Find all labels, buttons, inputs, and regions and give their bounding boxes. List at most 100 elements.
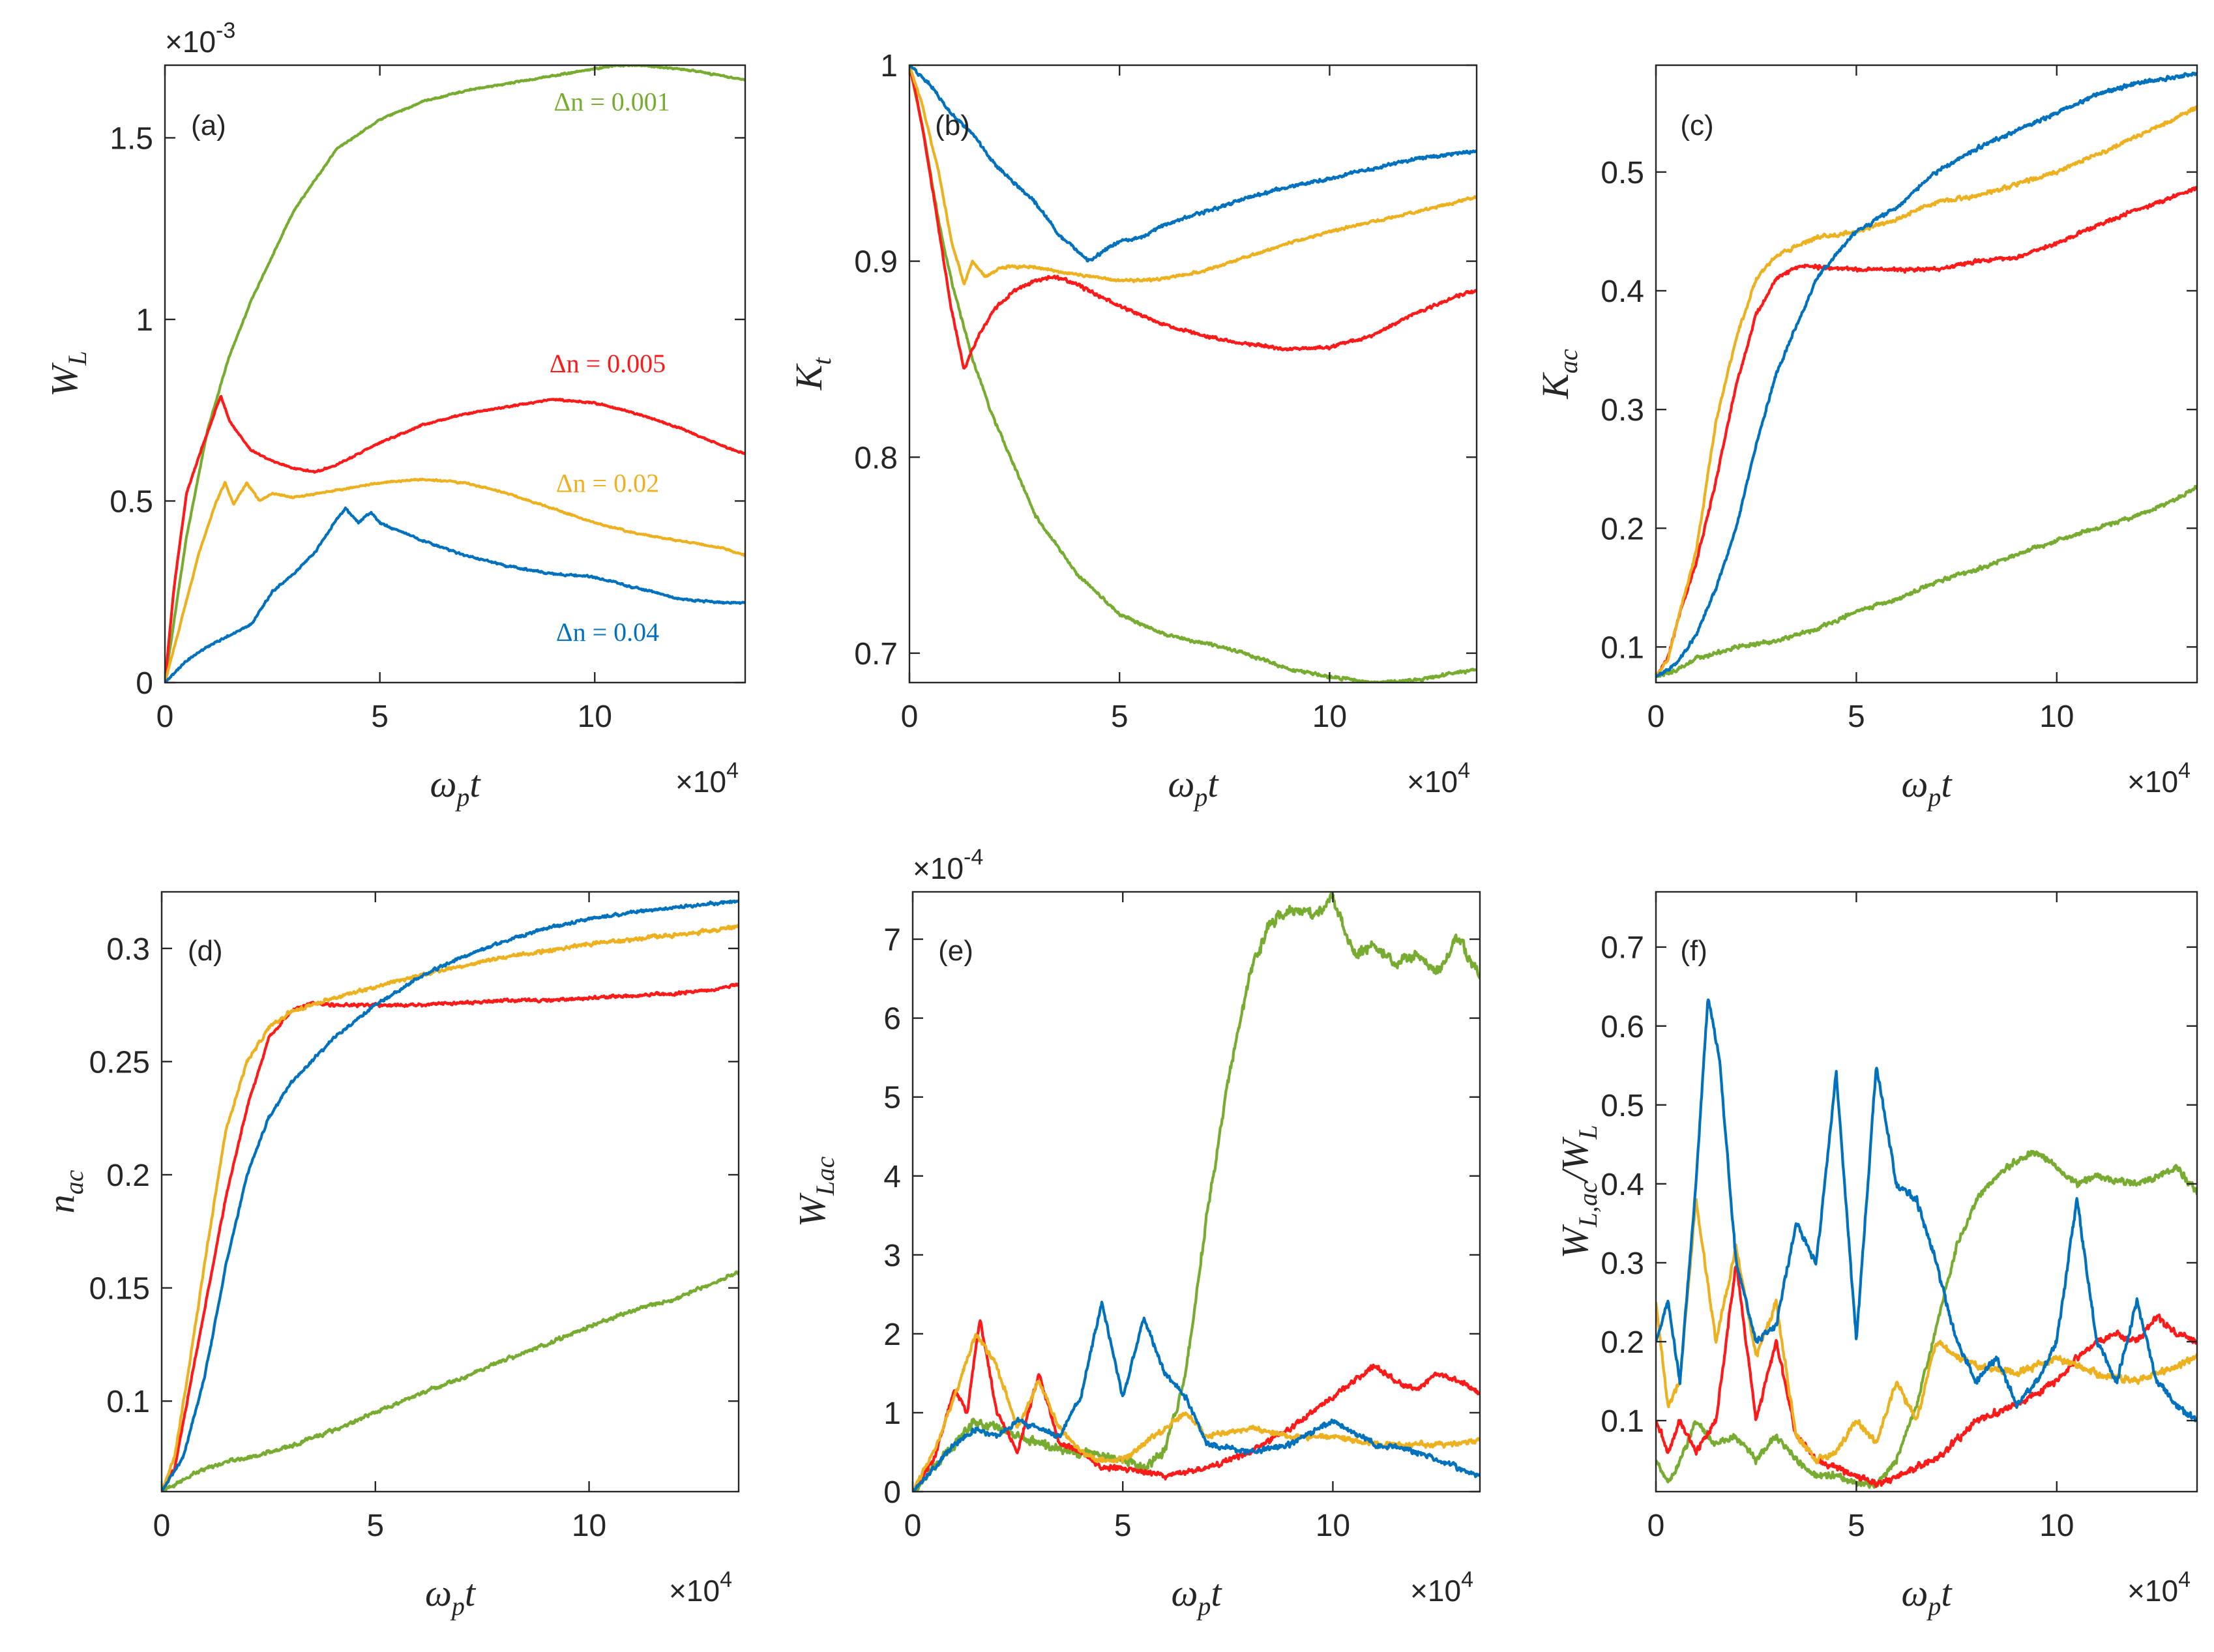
x-exponent-base: ×10 [2127, 1574, 2178, 1608]
y-axis-label: WL,ac/WL [1554, 1125, 1602, 1258]
series-line-a-yellow [165, 477, 745, 683]
panel-label: (e) [938, 935, 973, 967]
y-axis-label: Kt [788, 357, 836, 391]
x-tick-label: 10 [572, 1509, 606, 1543]
panel-c: 0 5 10 0.1 0.2 0.3 0.4 0.5 (c) ωpt ×104 Kac [1534, 64, 2198, 812]
series-line-e-red [913, 1319, 1480, 1492]
y-axis-label: WLac [791, 1157, 840, 1228]
axes-box-a [164, 64, 746, 684]
y-tick-label: 0.4 [1601, 274, 1644, 309]
y-tick-label: 0.4 [1601, 1168, 1644, 1202]
x-exponent-base: ×10 [1410, 1574, 1461, 1608]
x-tick-label: 0 [901, 700, 919, 734]
y-tick-label: 0.2 [106, 1158, 150, 1193]
y-tick-label: 0.5 [1601, 156, 1644, 190]
series-line-d-green [162, 1270, 739, 1492]
panel-label: (f) [1680, 935, 1707, 967]
x-exponent-base: ×10 [669, 1574, 720, 1608]
panel-label: (c) [1680, 110, 1713, 141]
x-tick-label: 10 [1316, 1509, 1350, 1543]
y-tick-label: 0.15 [89, 1272, 150, 1306]
y-label-sub: ac [1554, 349, 1583, 374]
series-line-d-blue [162, 899, 739, 1492]
annotation-blue: Δn = 0.04 [556, 617, 659, 647]
y-exponent-base: ×10 [913, 851, 964, 885]
series-line-d-red [162, 982, 739, 1492]
y-label-tail: /W [1554, 1136, 1596, 1183]
y-label-tail-sub: L [1573, 1125, 1602, 1140]
y-label-sub: L [63, 351, 92, 366]
series-line-d-yellow [162, 924, 739, 1492]
panel-label: (a) [191, 110, 226, 141]
axes-box-d [160, 891, 740, 1493]
y-tick-label: 1.5 [110, 121, 153, 156]
y-tick-label: 2 [883, 1318, 901, 1352]
series-line-b-yellow [909, 65, 1477, 286]
series-group-b [909, 65, 1477, 683]
x-exponent: ×104 [2127, 1567, 2191, 1608]
x-tick-label: 0 [1647, 1509, 1665, 1543]
x-exponent-power: 4 [2178, 1567, 2191, 1592]
x-label-omega: ω [430, 763, 456, 805]
series-group-d [162, 899, 739, 1492]
x-tick-label: 5 [1848, 700, 1865, 734]
x-label-omega: ω [1901, 1572, 1928, 1614]
y-tick-label: 1 [136, 303, 153, 338]
y-exponent-power: -3 [216, 18, 235, 43]
x-axis-label: ωpt [430, 763, 481, 812]
y-tick-label: 0.1 [1601, 1404, 1644, 1439]
y-tick-label: 0.1 [1601, 630, 1644, 665]
y-label-main: W [791, 1192, 833, 1227]
series-line-b-green [909, 65, 1477, 683]
y-exponent: ×10-3 [165, 18, 235, 59]
x-exponent-power: 4 [1461, 1567, 1473, 1592]
series-line-f-green [1656, 1149, 2197, 1489]
series-line-b-red [909, 65, 1477, 370]
y-tick-label: 1 [880, 49, 898, 83]
series-line-a-blue [165, 506, 745, 683]
x-tick-label: 0 [904, 1509, 922, 1543]
x-exponent: ×104 [675, 758, 739, 799]
y-tick-label: 0.25 [89, 1045, 150, 1080]
x-label-t: t [465, 1572, 477, 1614]
series-line-a-green [165, 65, 745, 683]
annotation-yellow: Δn = 0.02 [556, 469, 659, 498]
x-exponent: ×104 [1410, 1567, 1473, 1608]
series-group-e [913, 892, 1480, 1492]
y-tick-label: 4 [883, 1160, 901, 1194]
series-line-a-red [165, 394, 745, 683]
series-line-c-blue [1656, 71, 2197, 678]
x-tick-label: 10 [578, 700, 612, 734]
x-axis-label: ωpt [1901, 763, 1953, 812]
x-exponent: ×104 [669, 1567, 732, 1608]
series-line-c-yellow [1656, 105, 2197, 677]
axes-box-c [1655, 64, 2198, 684]
y-label-main: W [43, 362, 85, 397]
panel-f: 0 5 10 0.1 0.2 0.3 0.4 0.5 0.6 0.7 (f) ωpt ×104 WL,ac… [1554, 891, 2198, 1621]
y-tick-label: 0.5 [110, 484, 153, 519]
x-label-omega: ω [1901, 763, 1928, 805]
x-axis-label: ωpt [1171, 1572, 1222, 1621]
y-tick-label: 0.3 [1601, 393, 1644, 428]
x-label-sub: p [454, 782, 469, 812]
x-exponent-power: 4 [726, 758, 739, 783]
series-group-a [165, 65, 745, 683]
y-label-sub: t [807, 357, 836, 365]
x-axis-label: ωpt [425, 1572, 477, 1621]
x-axis-label: ωpt [1901, 1572, 1953, 1621]
y-tick-label: 0.1 [106, 1385, 150, 1419]
y-label-sub: Lac [810, 1157, 840, 1196]
y-tick-label: 0.5 [1601, 1089, 1644, 1123]
x-label-omega: ω [1171, 1572, 1198, 1614]
y-axis-label: Kac [1534, 349, 1583, 400]
x-exponent: ×104 [1407, 758, 1470, 799]
series-group-f [1656, 998, 2197, 1489]
x-label-sub: p [1196, 1591, 1211, 1621]
x-exponent-base: ×10 [675, 765, 726, 799]
x-exponent: ×104 [2127, 758, 2191, 799]
y-tick-label: 0.2 [1601, 512, 1644, 546]
y-axis-label: nac [40, 1170, 89, 1213]
